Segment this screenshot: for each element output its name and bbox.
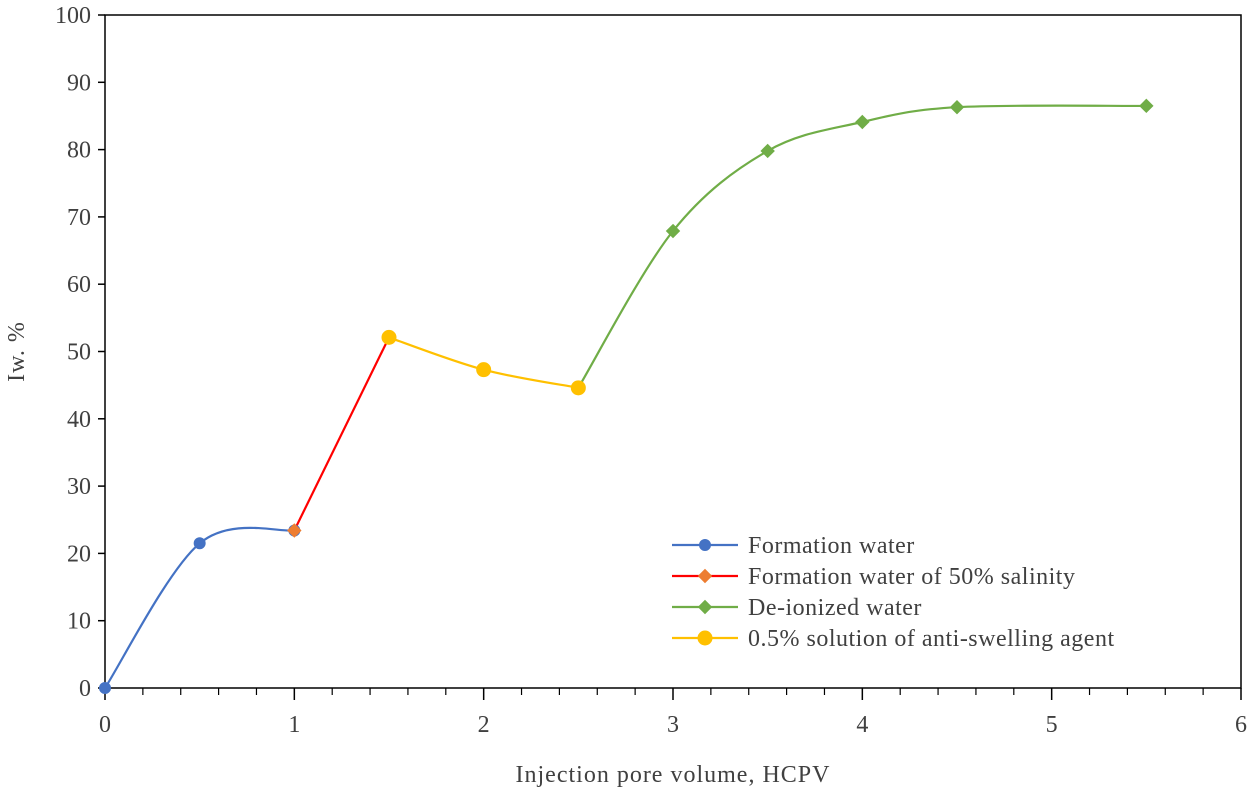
y-tick-label: 20 bbox=[67, 541, 91, 567]
series-layer bbox=[99, 98, 1154, 694]
data-point-series-3 bbox=[665, 223, 681, 239]
data-point-series-3 bbox=[949, 99, 965, 115]
data-point-series-4 bbox=[476, 362, 492, 378]
legend-label: 0.5% solution of anti-swelling agent bbox=[748, 626, 1115, 652]
data-point-series-3 bbox=[1139, 98, 1154, 114]
legend-label: Formation water bbox=[748, 533, 915, 559]
y-axis-title: Iw. % bbox=[4, 321, 30, 382]
x-tick-label: 5 bbox=[1046, 712, 1058, 738]
legend-marker-4 bbox=[697, 630, 713, 646]
legend-label: De-ionized water bbox=[748, 595, 922, 621]
y-tick-label: 70 bbox=[67, 205, 91, 231]
legend-marker-2 bbox=[697, 568, 713, 584]
y-tick-label: 50 bbox=[67, 340, 91, 366]
axes-layer: 0 10 20 30 40 50 60 70 80 90 100 0 1 2 3 4 5 6 bbox=[55, 3, 1247, 738]
series-line-2 bbox=[293, 336, 390, 531]
x-tick-label: 4 bbox=[856, 712, 868, 738]
legend-marker-1 bbox=[699, 539, 711, 551]
x-axis-title: Injection pore volume, HCPV bbox=[516, 762, 831, 788]
data-point-series-1 bbox=[99, 682, 111, 694]
y-tick-label: 30 bbox=[67, 474, 91, 500]
x-tick-label: 1 bbox=[288, 712, 300, 738]
y-tick-label: 10 bbox=[67, 609, 91, 635]
data-point-series-2 bbox=[287, 523, 302, 538]
data-point-series-3 bbox=[855, 114, 870, 130]
y-tick-label: 100 bbox=[55, 3, 91, 29]
y-tick-label: 60 bbox=[67, 272, 91, 298]
x-tick-label: 3 bbox=[667, 712, 679, 738]
series-line-1 bbox=[104, 526, 295, 689]
data-point-series-4 bbox=[570, 380, 586, 396]
y-tick-label: 80 bbox=[67, 138, 91, 164]
x-tick-label: 2 bbox=[478, 712, 490, 738]
legend-label: Formation water of 50% salinity bbox=[748, 564, 1075, 590]
legend-marker-3 bbox=[697, 599, 713, 615]
data-point-series-4 bbox=[381, 329, 397, 345]
x-tick-label: 6 bbox=[1235, 712, 1247, 738]
legend: Formation water Formation water of 50% sa… bbox=[672, 533, 1115, 652]
series-line-3 bbox=[577, 104, 1147, 389]
x-tick-label: 0 bbox=[99, 712, 111, 738]
y-tick-label: 0 bbox=[79, 676, 91, 702]
data-point-series-1 bbox=[193, 537, 206, 550]
y-tick-label: 90 bbox=[67, 70, 91, 96]
y-tick-label: 40 bbox=[67, 407, 91, 433]
data-point-series-3 bbox=[760, 143, 775, 159]
